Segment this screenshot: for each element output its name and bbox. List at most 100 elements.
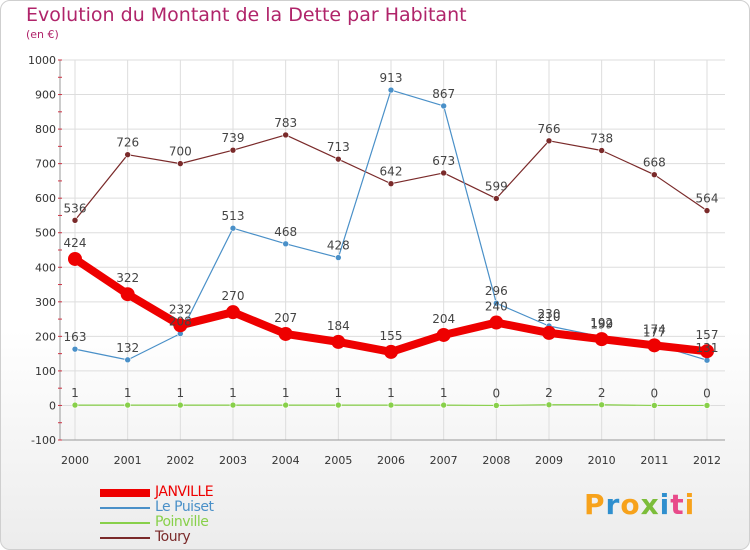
data-point xyxy=(703,402,711,409)
data-label: 1 xyxy=(71,386,79,400)
data-label: 0 xyxy=(651,386,659,400)
x-tick-label: 2011 xyxy=(640,454,668,467)
data-point xyxy=(173,318,188,333)
data-point xyxy=(177,401,184,409)
y-tick-label: 600 xyxy=(35,192,56,205)
y-tick-label: 400 xyxy=(35,261,56,274)
y-tick-label: -100 xyxy=(31,434,56,447)
data-label: 322 xyxy=(116,271,139,285)
data-point xyxy=(493,402,500,409)
data-point xyxy=(282,131,289,139)
data-point xyxy=(229,401,237,409)
chart-subtitle: (en €) xyxy=(26,28,59,41)
data-label: 192 xyxy=(590,316,613,330)
data-point xyxy=(440,169,447,177)
logo-letter: t xyxy=(670,488,685,521)
data-point xyxy=(598,401,605,409)
data-label: 0 xyxy=(703,386,711,400)
x-tick-label: 2010 xyxy=(588,454,616,467)
logo-letter: i xyxy=(684,488,696,521)
y-tick-label: 700 xyxy=(35,158,56,171)
data-label: 536 xyxy=(64,201,87,215)
data-point xyxy=(335,254,342,261)
x-tick-label: 2012 xyxy=(693,454,721,467)
legend-label: Le Puiset xyxy=(155,499,214,515)
data-point xyxy=(124,356,131,364)
data-point xyxy=(545,137,553,145)
data-label: 207 xyxy=(274,311,297,325)
x-tick-label: 2002 xyxy=(166,454,194,467)
y-tick-label: 1000 xyxy=(28,54,56,67)
y-tick-label: 900 xyxy=(35,89,56,102)
x-tick-label: 2007 xyxy=(430,454,458,467)
data-point xyxy=(651,402,658,409)
data-label: 867 xyxy=(432,87,455,101)
logo-letter: r xyxy=(605,488,621,521)
x-tick-label: 2000 xyxy=(61,454,89,467)
data-point xyxy=(331,334,346,349)
data-point xyxy=(335,155,342,163)
data-label: 270 xyxy=(222,289,245,303)
data-label: 240 xyxy=(485,300,508,314)
data-point xyxy=(545,401,553,409)
data-label: 713 xyxy=(327,140,350,154)
data-point xyxy=(647,338,662,353)
data-point xyxy=(387,180,395,187)
legend-swatch xyxy=(100,537,150,539)
legend-swatch xyxy=(100,522,150,524)
data-label: 513 xyxy=(222,209,245,223)
data-label: 468 xyxy=(274,225,297,239)
data-label: 1 xyxy=(229,386,237,400)
data-point xyxy=(68,251,82,266)
data-label: 783 xyxy=(274,116,297,130)
data-label: 184 xyxy=(327,319,350,333)
data-point xyxy=(387,401,395,409)
y-tick-label: 100 xyxy=(35,365,56,378)
data-label: 0 xyxy=(493,386,501,400)
data-label: 230 xyxy=(538,307,561,321)
data-label: 700 xyxy=(169,145,192,159)
data-point xyxy=(440,102,447,110)
data-label: 155 xyxy=(380,329,403,343)
data-label: 738 xyxy=(590,132,613,146)
y-tick-label: 200 xyxy=(35,330,56,343)
chart-title: Evolution du Montant de la Dette par Hab… xyxy=(26,4,467,26)
data-label: 599 xyxy=(485,180,508,194)
data-point xyxy=(71,401,79,409)
data-point xyxy=(436,327,451,342)
data-point xyxy=(651,171,658,178)
legend-swatch xyxy=(100,507,150,509)
data-label: 726 xyxy=(116,136,139,150)
data-label: 296 xyxy=(485,284,508,298)
data-point xyxy=(229,224,237,232)
x-tick-label: 2008 xyxy=(482,454,510,467)
data-label: 132 xyxy=(116,341,139,355)
data-point xyxy=(700,344,714,359)
data-label: 428 xyxy=(327,239,350,253)
data-point xyxy=(489,315,504,330)
legend-label: JANVILLE xyxy=(155,484,214,500)
x-tick-label: 2003 xyxy=(219,454,247,467)
legend-label: Poinville xyxy=(155,514,209,530)
data-label: 2 xyxy=(545,386,553,400)
data-point xyxy=(71,345,79,353)
data-point xyxy=(71,216,79,224)
data-label: 2 xyxy=(598,386,606,400)
data-point xyxy=(598,147,605,154)
logo-letter: x xyxy=(640,488,660,521)
data-label: 1 xyxy=(387,386,395,400)
data-point xyxy=(335,401,342,409)
data-label: 913 xyxy=(380,71,403,85)
y-tick-label: 800 xyxy=(35,123,56,136)
y-tick-label: 300 xyxy=(35,296,56,309)
data-point xyxy=(229,146,237,154)
data-point xyxy=(226,305,240,320)
data-label: 204 xyxy=(432,312,455,326)
logo-letter: i xyxy=(659,488,671,521)
data-point xyxy=(120,287,135,302)
data-point xyxy=(493,299,500,307)
data-point xyxy=(278,326,293,341)
data-label: 766 xyxy=(538,122,561,136)
